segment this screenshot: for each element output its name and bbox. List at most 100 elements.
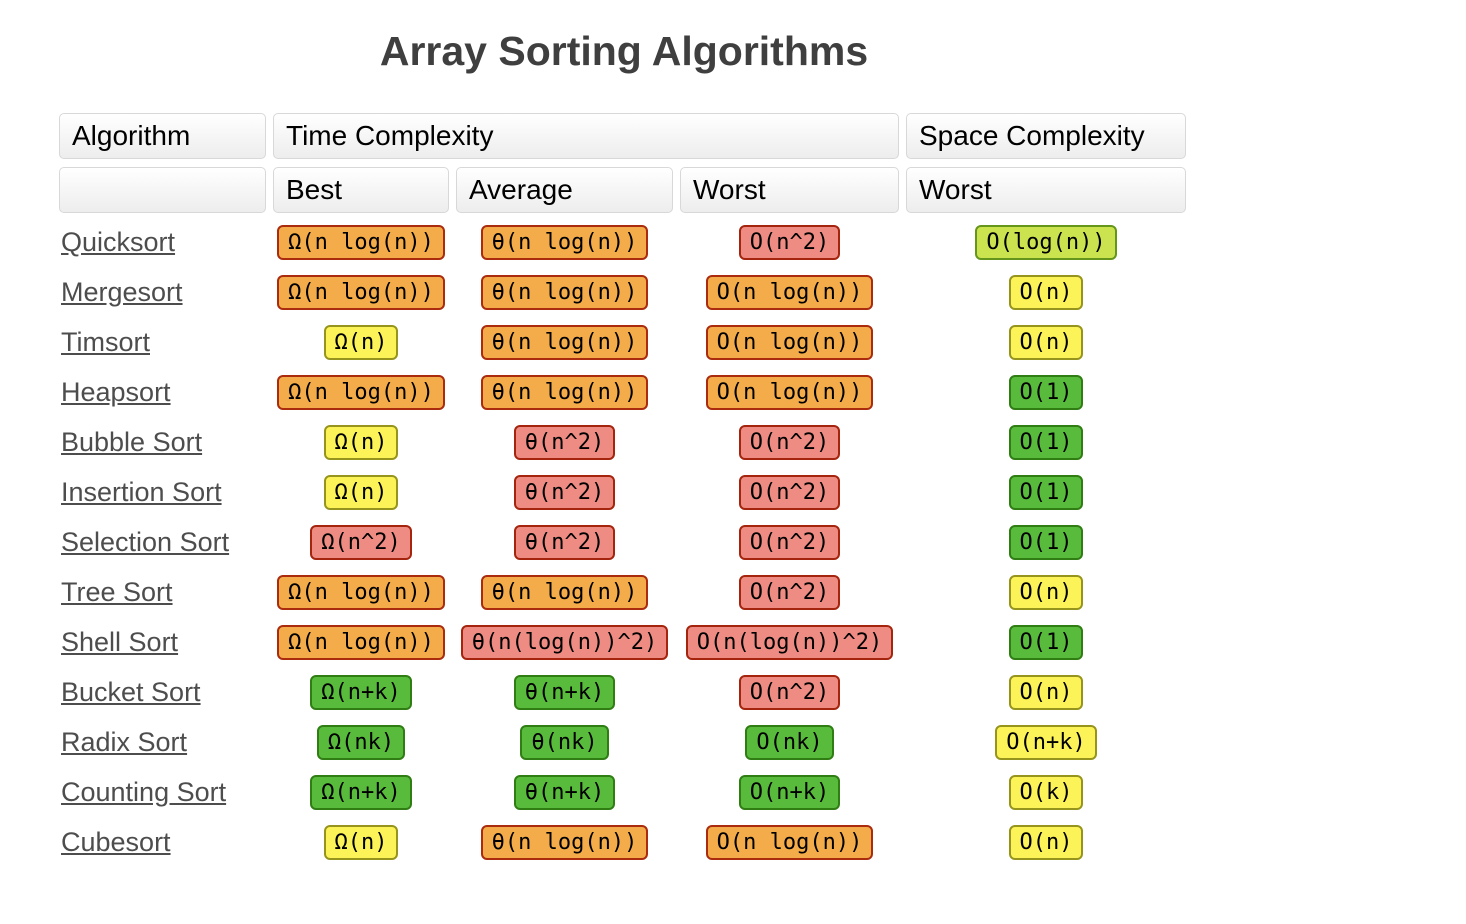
space-cell: O(1)	[906, 471, 1186, 513]
algorithm-cell: Shell Sort	[59, 621, 266, 663]
algorithm-link[interactable]: Shell Sort	[61, 626, 179, 657]
average-complexity-badge: θ(n^2)	[513, 524, 616, 560]
space-complexity-badge: O(1)	[1008, 474, 1084, 510]
worst-cell: O(n^2)	[680, 471, 899, 513]
algorithm-cell: Tree Sort	[59, 571, 266, 613]
space-cell: O(n)	[906, 321, 1186, 363]
best-cell: Ω(n+k)	[273, 771, 449, 813]
best-cell: Ω(n log(n))	[273, 621, 449, 663]
algorithm-link[interactable]: Counting Sort	[61, 776, 227, 807]
average-cell: θ(n^2)	[456, 421, 673, 463]
best-complexity-badge: Ω(n+k)	[310, 674, 412, 710]
average-cell: θ(n log(n))	[456, 571, 673, 613]
worst-complexity-badge: O(n^2)	[738, 424, 841, 460]
worst-cell: O(n^2)	[680, 521, 899, 563]
best-cell: Ω(n log(n))	[273, 371, 449, 413]
space-complexity-badge: O(1)	[1008, 374, 1084, 410]
average-complexity-badge: θ(nk)	[520, 724, 609, 760]
average-complexity-badge: θ(n log(n))	[480, 574, 649, 610]
algorithm-link[interactable]: Tree Sort	[61, 576, 173, 607]
best-cell: Ω(n)	[273, 321, 449, 363]
space-cell: O(k)	[906, 771, 1186, 813]
worst-complexity-badge: O(n log(n))	[705, 374, 874, 410]
table-row: Selection Sort Ω(n^2) θ(n^2) O(n^2) O(1)	[59, 521, 1186, 563]
space-cell: O(1)	[906, 621, 1186, 663]
table-row: Timsort Ω(n) θ(n log(n)) O(n log(n)) O(n…	[59, 321, 1186, 363]
header-row-groups: Algorithm Time Complexity Space Complexi…	[59, 113, 1186, 159]
header-best: Best	[273, 167, 449, 213]
algorithm-link[interactable]: Bucket Sort	[61, 676, 201, 707]
algorithm-link[interactable]: Timsort	[61, 326, 150, 357]
average-complexity-badge: θ(n log(n))	[480, 374, 649, 410]
table-row: Tree Sort Ω(n log(n)) θ(n log(n)) O(n^2)…	[59, 571, 1186, 613]
best-complexity-badge: Ω(n)	[323, 324, 399, 360]
average-complexity-badge: θ(n log(n))	[480, 224, 649, 260]
algorithm-link[interactable]: Bubble Sort	[61, 426, 203, 457]
best-complexity-badge: Ω(n log(n))	[277, 374, 445, 410]
worst-complexity-badge: O(n log(n))	[705, 824, 874, 860]
algorithm-link[interactable]: Cubesort	[61, 826, 171, 857]
space-complexity-badge: O(1)	[1008, 624, 1084, 660]
best-complexity-badge: Ω(n log(n))	[277, 574, 445, 610]
algorithm-link[interactable]: Mergesort	[61, 276, 183, 307]
worst-complexity-badge: O(n^2)	[738, 674, 841, 710]
worst-cell: O(nk)	[680, 721, 899, 763]
space-complexity-badge: O(n+k)	[995, 724, 1097, 760]
page-container: Array Sorting Algorithms Algorithm Time …	[59, 28, 1186, 863]
best-complexity-badge: Ω(n)	[323, 824, 399, 860]
space-cell: O(1)	[906, 521, 1186, 563]
algorithm-link[interactable]: Insertion Sort	[61, 476, 222, 507]
average-cell: θ(n+k)	[456, 671, 673, 713]
algorithm-link[interactable]: Quicksort	[61, 226, 176, 257]
header-worst: Worst	[680, 167, 899, 213]
worst-cell: O(n^2)	[680, 221, 899, 263]
average-complexity-badge: θ(n(log(n))^2)	[460, 624, 669, 660]
algorithm-link[interactable]: Heapsort	[61, 376, 171, 407]
best-complexity-badge: Ω(n log(n))	[277, 624, 445, 660]
space-cell: O(1)	[906, 371, 1186, 413]
page-title: Array Sorting Algorithms	[379, 28, 869, 74]
worst-complexity-badge: O(n(log(n))^2)	[685, 624, 894, 660]
worst-complexity-badge: O(n^2)	[738, 224, 841, 260]
space-cell: O(log(n))	[906, 221, 1186, 263]
worst-cell: O(n^2)	[680, 671, 899, 713]
worst-complexity-badge: O(n log(n))	[705, 274, 874, 310]
worst-cell: O(n log(n))	[680, 271, 899, 313]
best-cell: Ω(n^2)	[273, 521, 449, 563]
header-empty-cell	[59, 167, 266, 213]
average-cell: θ(n^2)	[456, 471, 673, 513]
space-cell: O(n)	[906, 571, 1186, 613]
average-complexity-badge: θ(n^2)	[513, 474, 616, 510]
algorithm-cell: Bubble Sort	[59, 421, 266, 463]
space-complexity-badge: O(1)	[1008, 524, 1084, 560]
header-average: Average	[456, 167, 673, 213]
worst-cell: O(n log(n))	[680, 371, 899, 413]
header-algorithm: Algorithm	[59, 113, 266, 159]
worst-cell: O(n(log(n))^2)	[680, 621, 899, 663]
best-complexity-badge: Ω(n+k)	[310, 774, 412, 810]
space-cell: O(n)	[906, 821, 1186, 863]
worst-complexity-badge: O(nk)	[745, 724, 834, 760]
header-row-cases: Best Average Worst Worst	[59, 167, 1186, 213]
space-complexity-badge: O(k)	[1008, 774, 1084, 810]
space-complexity-badge: O(1)	[1008, 424, 1084, 460]
best-cell: Ω(nk)	[273, 721, 449, 763]
worst-complexity-badge: O(n^2)	[738, 474, 841, 510]
space-complexity-badge: O(n)	[1008, 574, 1084, 610]
table-row: Bubble Sort Ω(n) θ(n^2) O(n^2) O(1)	[59, 421, 1186, 463]
algorithm-cell: Heapsort	[59, 371, 266, 413]
table-row: Quicksort Ω(n log(n)) θ(n log(n)) O(n^2)…	[59, 221, 1186, 263]
algorithm-cell: Quicksort	[59, 221, 266, 263]
average-complexity-badge: θ(n+k)	[513, 774, 616, 810]
best-cell: Ω(n log(n))	[273, 221, 449, 263]
table-row: Mergesort Ω(n log(n)) θ(n log(n)) O(n lo…	[59, 271, 1186, 313]
space-complexity-badge: O(n)	[1008, 274, 1084, 310]
algorithm-link[interactable]: Radix Sort	[61, 726, 188, 757]
average-cell: θ(n log(n))	[456, 821, 673, 863]
algorithm-cell: Selection Sort	[59, 521, 266, 563]
average-cell: θ(n log(n))	[456, 271, 673, 313]
algorithm-link[interactable]: Selection Sort	[61, 526, 230, 557]
space-cell: O(1)	[906, 421, 1186, 463]
space-cell: O(n+k)	[906, 721, 1186, 763]
worst-cell: O(n log(n))	[680, 321, 899, 363]
